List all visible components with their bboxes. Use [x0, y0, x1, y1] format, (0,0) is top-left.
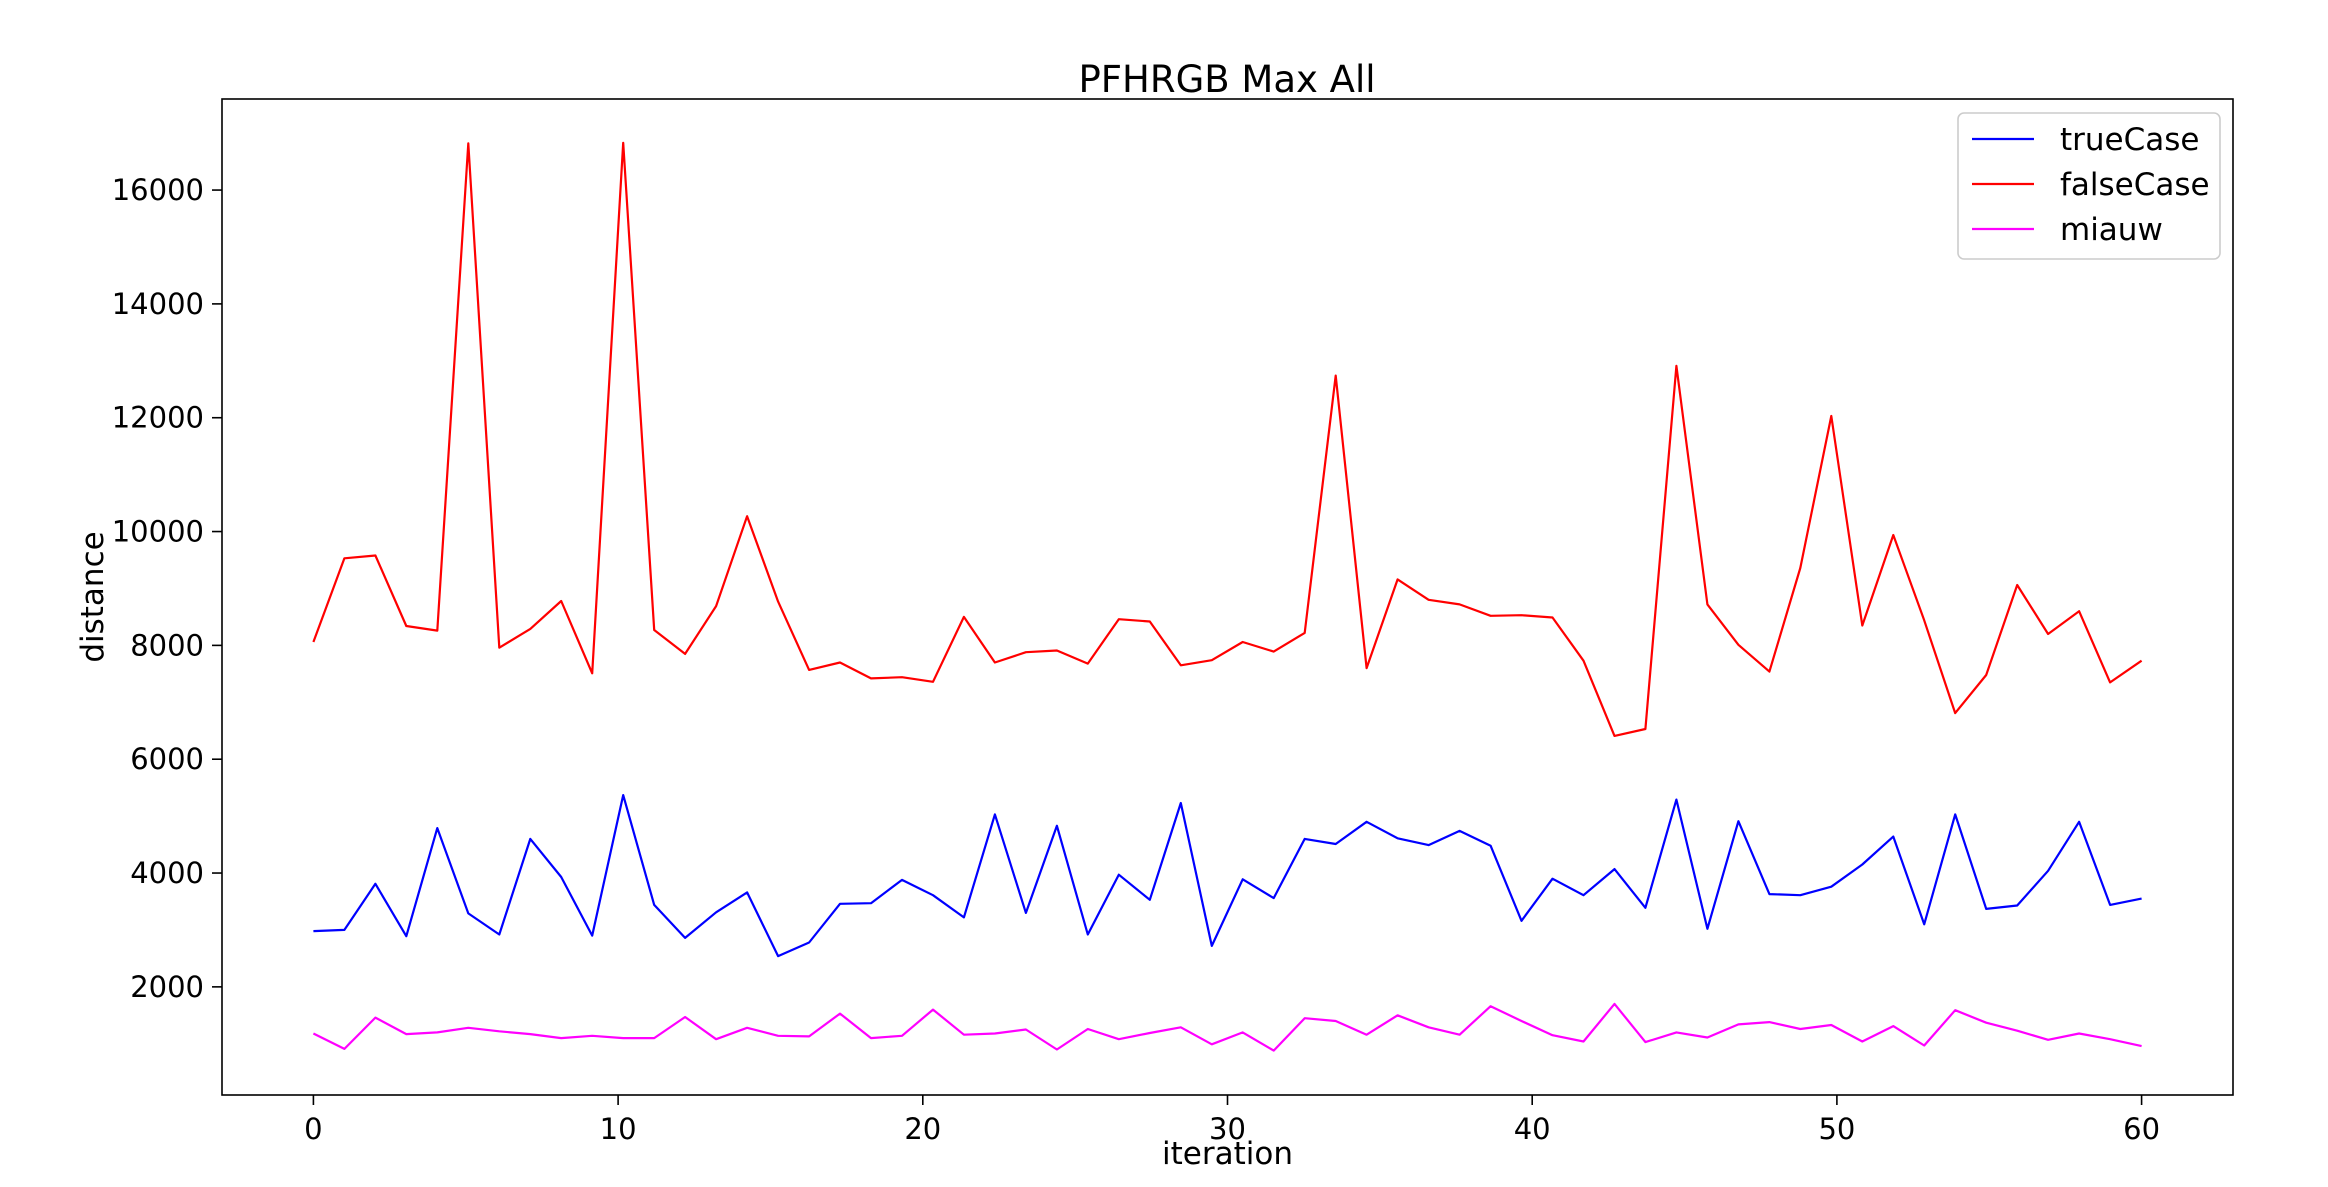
- x-axis-ticks: 0 10 20 30 40 50 60: [304, 1095, 2160, 1146]
- legend: trueCase falseCase miauw: [1957, 112, 2221, 260]
- y-tick-label: 12000: [112, 401, 204, 435]
- series-line-miauw: [312, 1002, 2142, 1052]
- y-tick-label: 10000: [112, 515, 204, 549]
- series-line-trueCase: [313, 793, 2142, 958]
- chart-title: PFHRGB Max All: [1078, 58, 1375, 101]
- y-axis-label: distance: [75, 531, 111, 662]
- x-tick-label: 30: [1209, 1112, 1246, 1146]
- series-line-falseCase: [312, 141, 2143, 738]
- legend-box: [1957, 112, 2221, 260]
- y-tick-label: 14000: [112, 287, 204, 321]
- x-tick-label: 10: [600, 1112, 637, 1146]
- x-tick-label: 20: [904, 1112, 941, 1146]
- y-tick-label: 8000: [130, 628, 204, 662]
- series-layer: [312, 141, 2143, 1052]
- x-tick-label: 40: [1514, 1112, 1551, 1146]
- legend-label: trueCase: [2060, 122, 2200, 158]
- y-tick-label: 2000: [130, 970, 204, 1004]
- y-tick-label: 16000: [112, 173, 204, 207]
- x-tick-label: 0: [304, 1112, 322, 1146]
- y-axis-ticks: 2000 4000 6000 8000 10000 12000 14000 16000: [112, 173, 222, 1004]
- y-tick-label: 4000: [130, 856, 204, 890]
- y-tick-label: 6000: [130, 742, 204, 776]
- x-tick-label: 60: [2123, 1112, 2160, 1146]
- x-tick-label: 50: [1818, 1112, 1855, 1146]
- legend-label: falseCase: [2060, 167, 2210, 203]
- x-axis-label: iteration: [1162, 1136, 1293, 1172]
- legend-label: miauw: [2060, 212, 2163, 248]
- plot-frame: [221, 98, 2234, 1096]
